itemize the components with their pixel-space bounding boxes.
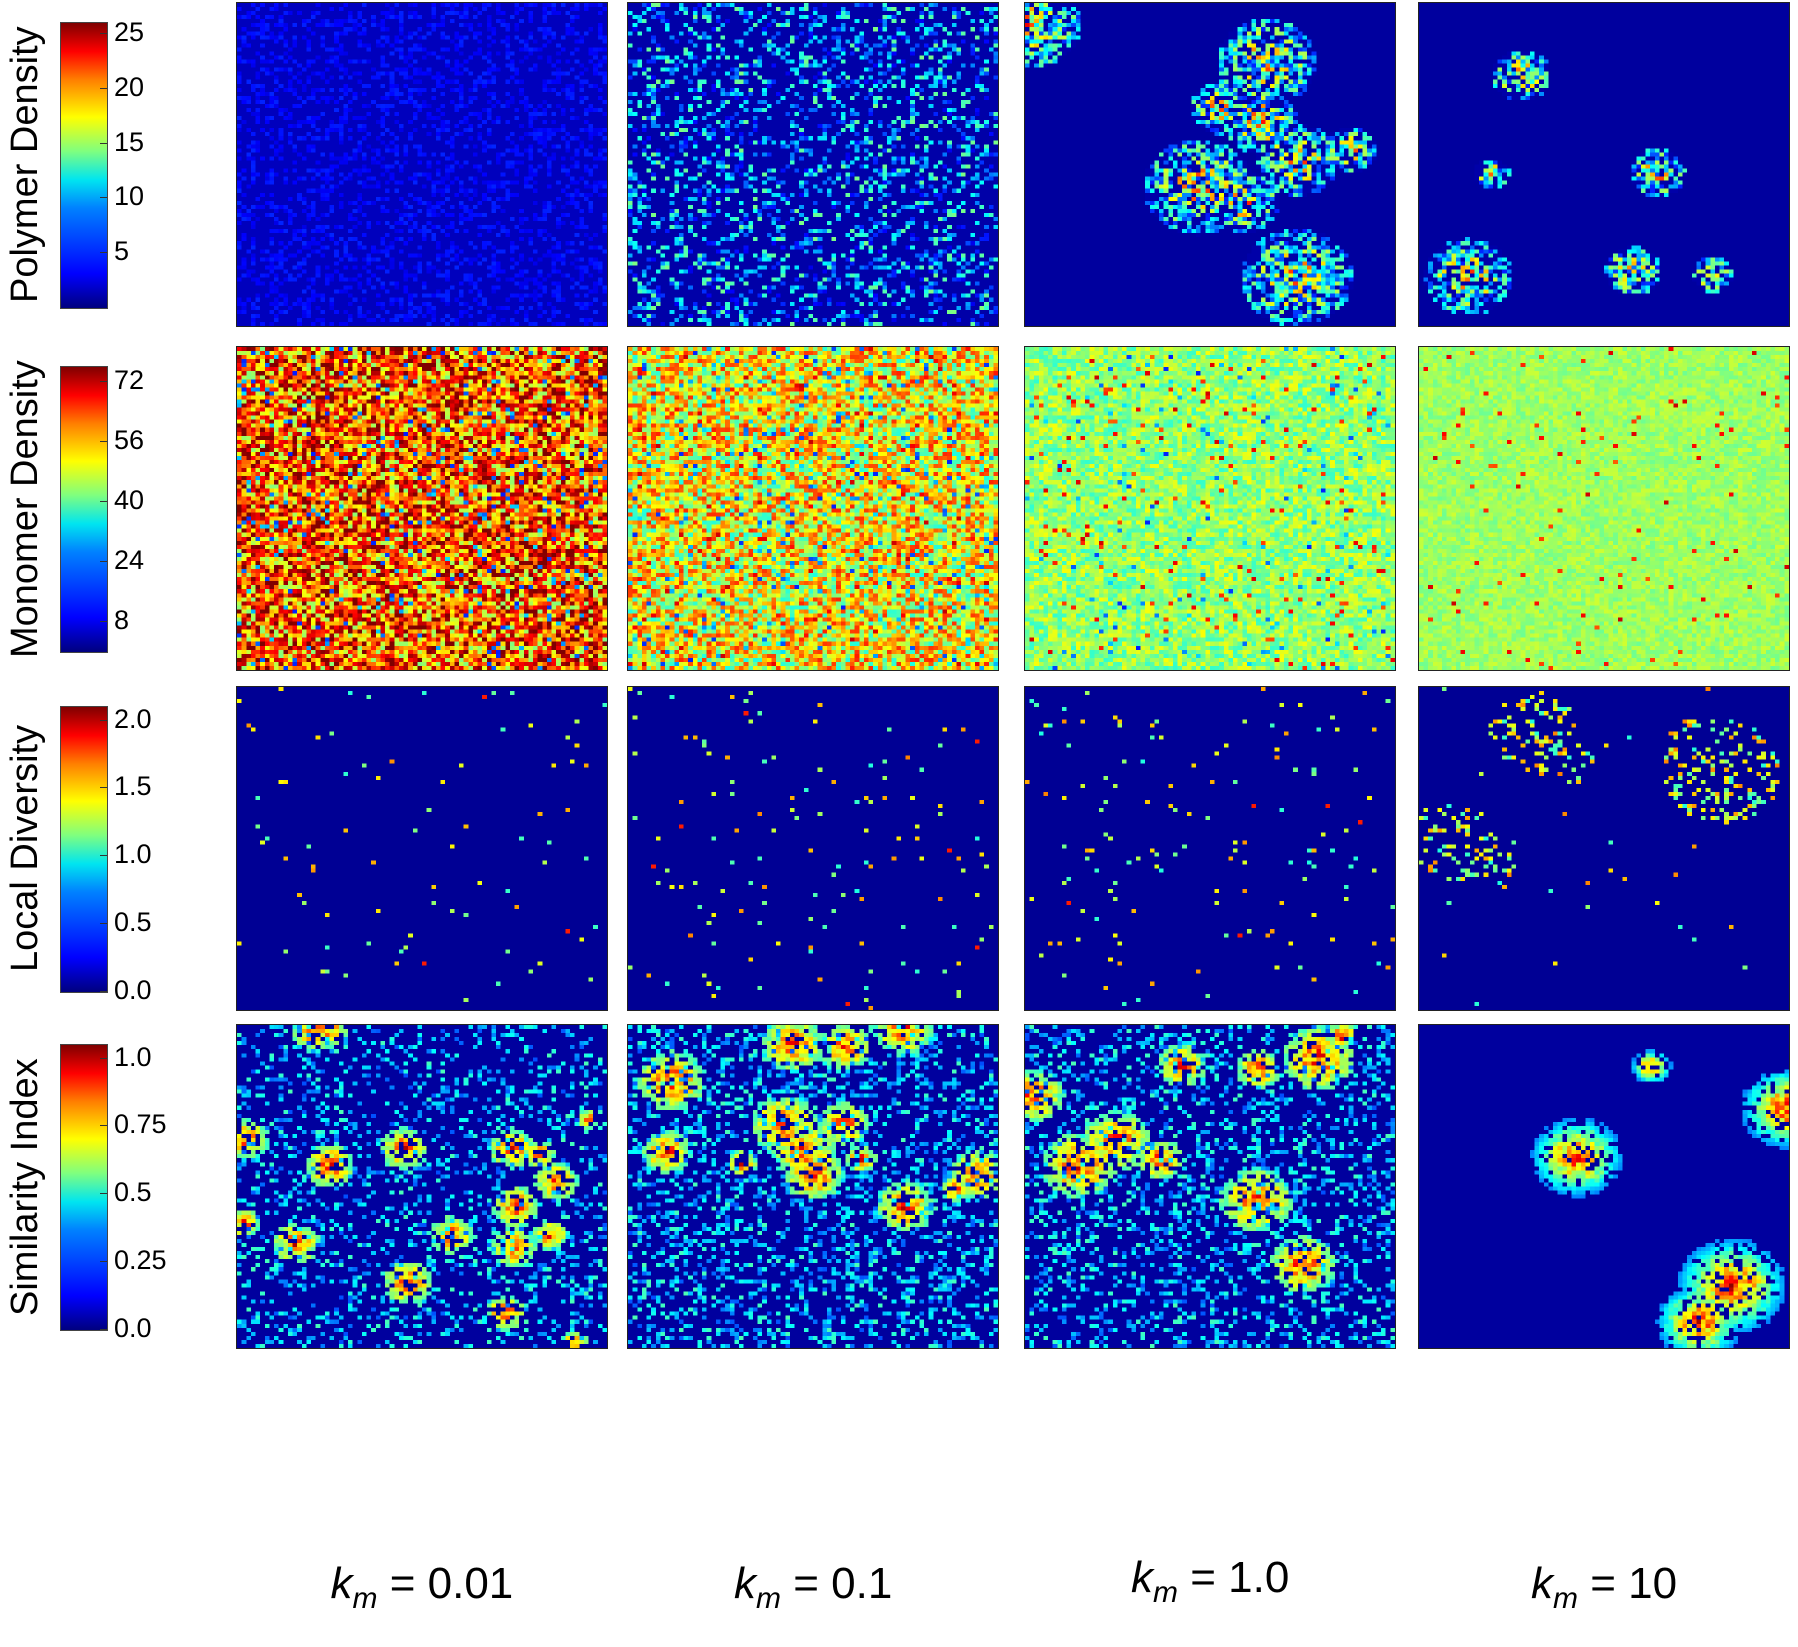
heatmap-canvas xyxy=(1419,687,1789,1010)
heatmap-panel xyxy=(627,346,999,671)
colorbar-tick-label: 15 xyxy=(114,126,145,157)
k-symbol: k xyxy=(330,1559,353,1608)
colorbar-tick xyxy=(100,381,107,382)
heatmap-panel xyxy=(1024,686,1396,1011)
k-value-text: = 0.1 xyxy=(781,1559,893,1608)
colorbar-tick xyxy=(100,923,107,925)
colorbar-tick-label: 0.0 xyxy=(114,1313,152,1343)
colorbar-tick-label: 72 xyxy=(114,365,145,395)
heatmap-canvas xyxy=(1025,347,1395,670)
heatmap-canvas xyxy=(628,3,998,326)
colorbar-tick xyxy=(100,1261,107,1263)
colorbar-tick xyxy=(100,991,107,992)
column-label: km = 0.01 xyxy=(331,1562,514,1614)
row-label: Local Diversity xyxy=(4,724,46,972)
colorbar-tick-label: 1.0 xyxy=(114,1041,152,1072)
colorbar-tick xyxy=(100,561,107,562)
colorbar-tick xyxy=(100,32,107,34)
k-value-text: = 10 xyxy=(1578,1559,1678,1608)
k-value-text: = 0.01 xyxy=(377,1559,514,1608)
colorbar-tick-label: 1.5 xyxy=(114,771,152,802)
k-symbol: k xyxy=(1531,1559,1553,1608)
heatmap-canvas xyxy=(1419,3,1789,326)
colorbar-tick xyxy=(100,1193,107,1195)
heatmap-panel xyxy=(1418,686,1790,1011)
colorbar-tick xyxy=(100,719,107,721)
heatmap-panel xyxy=(236,1024,608,1349)
heatmap-canvas xyxy=(1025,3,1395,326)
colorbar-tick xyxy=(100,501,107,502)
colorbar-tick xyxy=(100,1057,107,1059)
colorbar-tick xyxy=(100,441,107,442)
column-label: km = 0.1 xyxy=(734,1562,892,1614)
row-label: Similarity Index xyxy=(4,1057,46,1316)
colorbar-tick xyxy=(100,142,107,144)
heatmap-panel xyxy=(1418,346,1790,671)
row-label: Monomer Density xyxy=(4,359,46,658)
colorbar-tick xyxy=(100,87,107,89)
heatmap-panel xyxy=(1024,2,1396,327)
k-subscript: m xyxy=(1153,1575,1178,1609)
heatmap-canvas xyxy=(628,1025,998,1348)
colorbar-tick-label: 5 xyxy=(114,236,130,267)
heatmap-panel xyxy=(236,686,608,1011)
heatmap-canvas xyxy=(1025,1025,1395,1348)
column-label: km = 10 xyxy=(1531,1562,1677,1614)
colorbar-tick-label: 0.5 xyxy=(114,907,152,938)
colorbar-tick-label: 0.75 xyxy=(114,1109,167,1140)
colorbar-tick xyxy=(100,1329,107,1330)
colorbar-tick-label: 1.0 xyxy=(114,839,152,870)
heatmap-canvas xyxy=(628,687,998,1010)
colorbar-tick xyxy=(100,1125,107,1127)
colorbar-tick xyxy=(100,855,107,857)
colorbar-tick xyxy=(100,787,107,789)
colorbar xyxy=(60,366,108,653)
heatmap-panel xyxy=(1024,1024,1396,1349)
k-symbol: k xyxy=(734,1559,756,1608)
heatmap-panel xyxy=(236,2,608,327)
heatmap-panel xyxy=(627,2,999,327)
heatmap-canvas xyxy=(237,687,607,1010)
k-subscript: m xyxy=(1553,1581,1578,1615)
colorbar-tick-label: 0.25 xyxy=(114,1245,167,1276)
colorbar-tick xyxy=(100,621,107,622)
k-symbol: k xyxy=(1131,1553,1153,1602)
colorbar-tick-label: 0.5 xyxy=(114,1177,152,1208)
column-label: km = 1.0 xyxy=(1131,1556,1289,1608)
heatmap-canvas xyxy=(1419,347,1789,670)
colorbar-tick-label: 40 xyxy=(114,485,145,515)
colorbar-tick xyxy=(100,197,107,199)
colorbar-tick xyxy=(100,252,107,254)
k-subscript: m xyxy=(352,1581,378,1615)
row-label: Polymer Density xyxy=(4,26,46,303)
heatmap-canvas xyxy=(237,1025,607,1348)
heatmap-canvas xyxy=(1419,1025,1789,1348)
heatmap-panel xyxy=(1024,346,1396,671)
colorbar-tick-label: 8 xyxy=(114,605,130,635)
colorbar-tick-label: 0.0 xyxy=(114,975,152,1005)
heatmap-panel xyxy=(1418,1024,1790,1349)
colorbar-tick-label: 25 xyxy=(114,16,145,47)
colorbar xyxy=(60,22,108,309)
colorbar xyxy=(60,706,108,993)
heatmap-canvas xyxy=(1025,687,1395,1010)
colorbar-tick-label: 2.0 xyxy=(114,703,152,734)
colorbar-tick-label: 24 xyxy=(114,545,145,575)
heatmap-canvas xyxy=(237,3,607,326)
colorbar-tick-label: 10 xyxy=(114,181,145,212)
colorbar-tick-label: 56 xyxy=(114,425,145,455)
colorbar-tick-label: 20 xyxy=(114,71,145,102)
heatmap-panel xyxy=(1418,2,1790,327)
k-value-text: = 1.0 xyxy=(1178,1553,1290,1602)
heatmap-panel xyxy=(627,1024,999,1349)
k-subscript: m xyxy=(756,1581,781,1615)
heatmap-panel xyxy=(236,346,608,671)
colorbar xyxy=(60,1044,108,1331)
heatmap-canvas xyxy=(628,347,998,670)
heatmap-canvas xyxy=(237,347,607,670)
heatmap-panel xyxy=(627,686,999,1011)
